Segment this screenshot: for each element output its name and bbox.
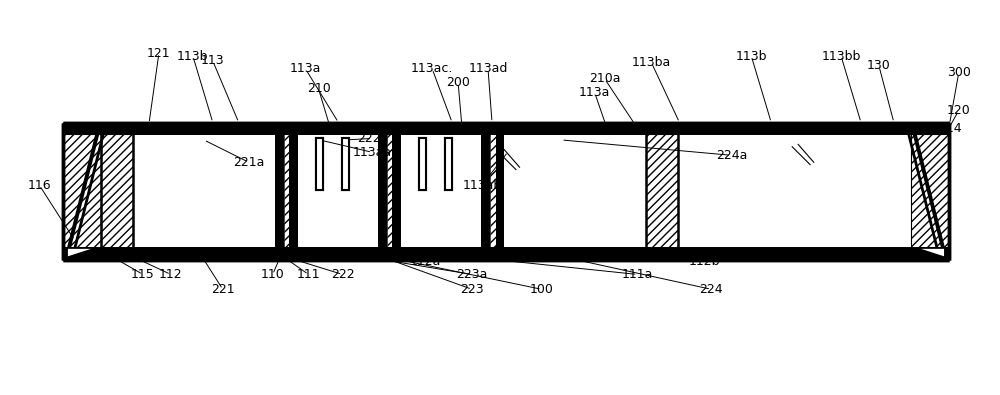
Text: 113aa: 113aa — [353, 146, 392, 159]
Bar — [419, 138, 426, 190]
Bar — [490, 134, 496, 248]
Polygon shape — [911, 134, 949, 248]
Text: 120: 120 — [947, 104, 971, 117]
Text: 112a: 112a — [410, 255, 441, 268]
Text: 113b: 113b — [177, 49, 209, 62]
Text: 113b: 113b — [736, 49, 767, 62]
Text: 100: 100 — [530, 283, 554, 296]
Text: 113a: 113a — [579, 86, 610, 99]
Bar — [284, 134, 289, 248]
Bar — [392, 122, 401, 260]
Bar — [419, 138, 426, 190]
Polygon shape — [63, 134, 101, 248]
Text: 111: 111 — [297, 268, 320, 281]
Text: 116: 116 — [27, 179, 51, 192]
Text: 300: 300 — [947, 66, 971, 79]
Text: 113: 113 — [201, 55, 225, 68]
Text: 130: 130 — [867, 59, 891, 72]
Bar — [496, 122, 504, 260]
Text: 121: 121 — [147, 47, 171, 60]
Text: 222: 222 — [331, 268, 354, 281]
Bar — [101, 134, 133, 248]
Bar — [445, 138, 452, 190]
Bar — [342, 138, 349, 190]
Text: 113a: 113a — [290, 62, 321, 75]
Bar — [289, 122, 298, 260]
Text: 210a: 210a — [589, 72, 620, 85]
Text: 113ba: 113ba — [632, 56, 671, 70]
Text: 210: 210 — [307, 82, 330, 95]
Text: 200: 200 — [446, 76, 470, 89]
Bar — [646, 134, 678, 248]
Text: 222a: 222a — [357, 132, 388, 145]
Bar — [316, 138, 323, 190]
Bar — [63, 248, 949, 260]
Bar — [481, 122, 490, 260]
Bar — [378, 122, 387, 260]
Text: 110: 110 — [261, 268, 285, 281]
Text: 114: 114 — [939, 122, 963, 135]
Polygon shape — [67, 248, 95, 257]
Text: 113ab: 113ab — [462, 179, 502, 192]
Text: 224a: 224a — [716, 149, 747, 162]
Text: 224: 224 — [700, 283, 723, 296]
Bar — [298, 134, 378, 248]
Text: 221: 221 — [211, 283, 235, 296]
Bar — [445, 138, 452, 190]
Bar — [387, 134, 392, 248]
Text: 221a: 221a — [233, 156, 264, 169]
Text: 113bb: 113bb — [821, 49, 861, 62]
Bar — [63, 122, 949, 134]
Text: 111a: 111a — [622, 268, 653, 281]
Text: 115: 115 — [131, 268, 155, 281]
Text: 223: 223 — [460, 283, 484, 296]
Bar — [504, 134, 646, 248]
Bar — [342, 138, 349, 190]
Text: 113ac.: 113ac. — [411, 62, 453, 75]
Bar — [401, 134, 481, 248]
Text: 113ad: 113ad — [468, 62, 508, 75]
Text: 223a: 223a — [456, 268, 488, 281]
Text: 112b: 112b — [689, 255, 720, 268]
Text: 112: 112 — [159, 268, 183, 281]
Bar — [133, 134, 275, 248]
Bar — [316, 138, 323, 190]
Bar — [275, 122, 284, 260]
Polygon shape — [917, 248, 945, 257]
